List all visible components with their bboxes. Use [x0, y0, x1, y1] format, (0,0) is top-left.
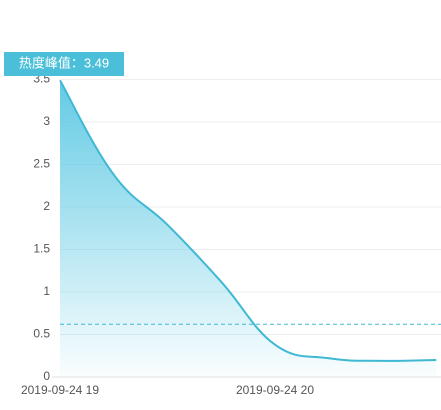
- y-tick-label: 3: [43, 114, 50, 128]
- area: [60, 80, 437, 377]
- y-tick-label: 0.5: [33, 327, 50, 341]
- chart-title: 热度峰值：3.49: [19, 55, 109, 70]
- x-tick-label: 2019-09-24 19: [21, 383, 99, 397]
- x-tick-label: 2019-09-24 20: [236, 383, 314, 397]
- y-tick-label: 0: [43, 369, 50, 383]
- y-tick-label: 2.5: [33, 157, 50, 171]
- y-tick-label: 1.5: [33, 242, 50, 256]
- line: [59, 79, 437, 362]
- y-tick-label: 2: [43, 199, 50, 213]
- y-tick-label: 1: [43, 284, 50, 298]
- title-badge: [4, 52, 124, 76]
